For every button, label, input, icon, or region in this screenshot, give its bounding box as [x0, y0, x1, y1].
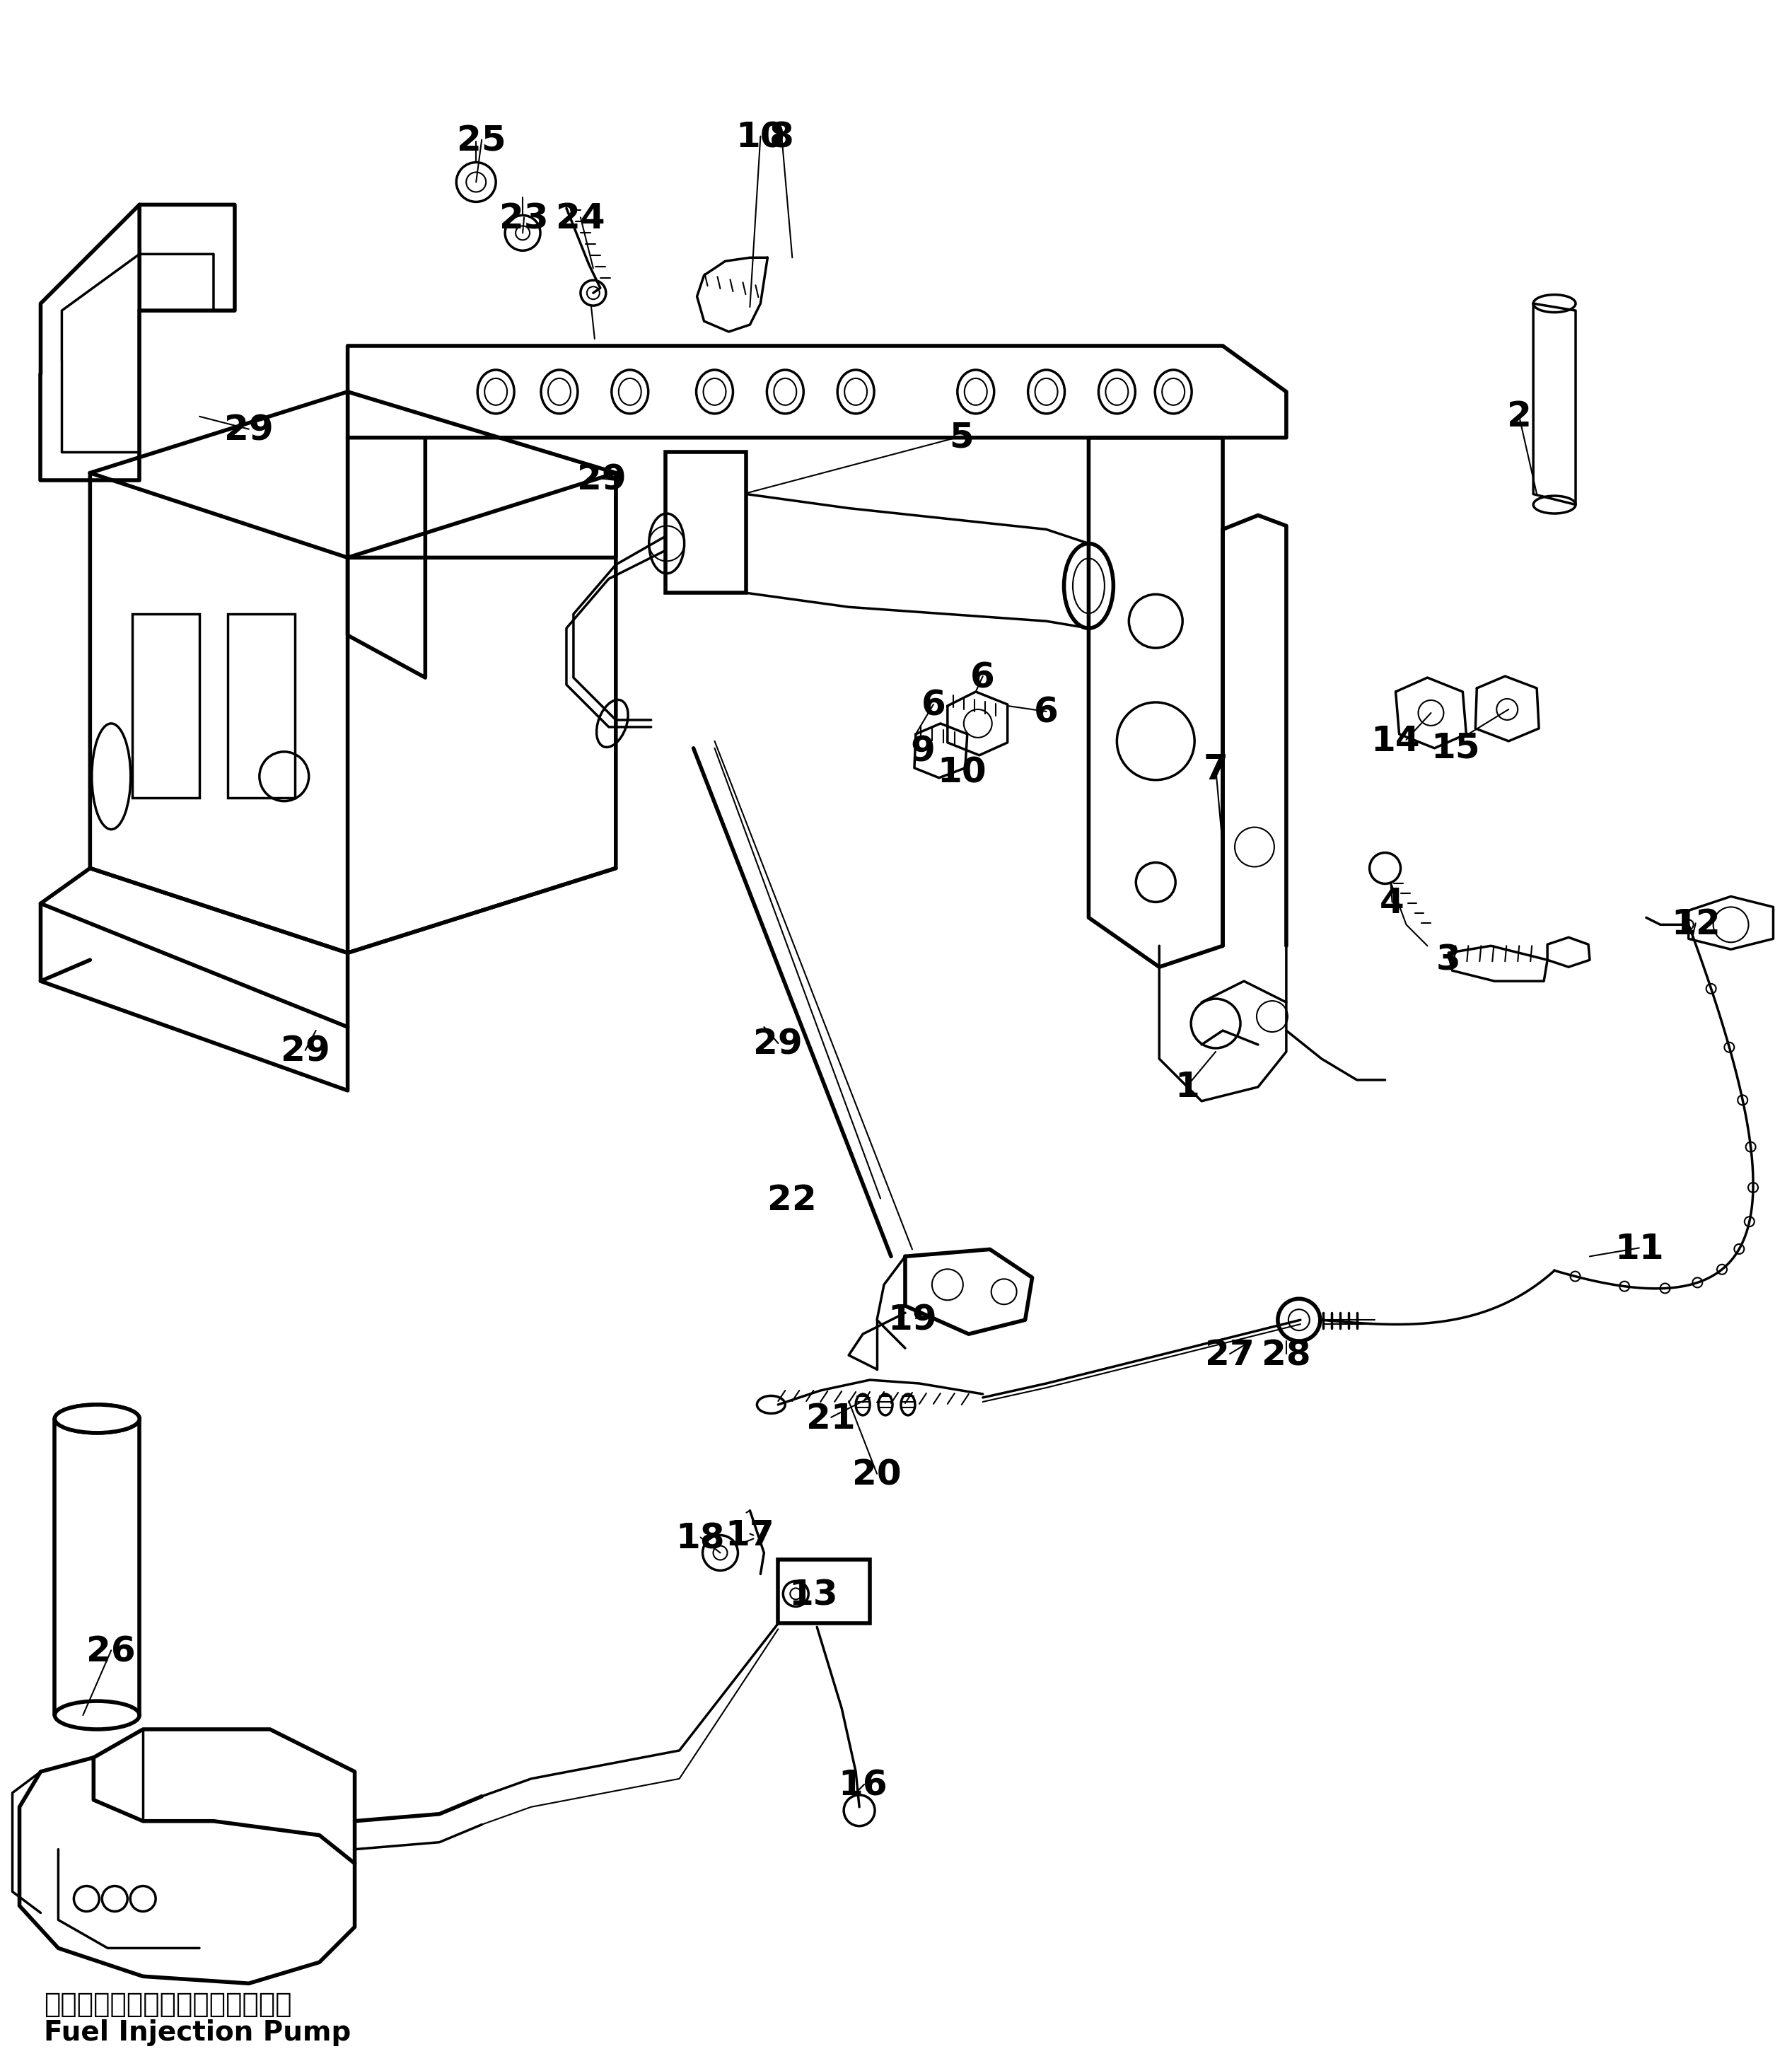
Bar — [133, 615, 199, 797]
Text: 15: 15 — [1432, 731, 1480, 764]
Text: 10: 10 — [937, 756, 986, 789]
Text: 7: 7 — [1204, 752, 1228, 787]
Text: 21: 21 — [806, 1402, 857, 1436]
Text: 9: 9 — [910, 736, 935, 768]
Text: 17: 17 — [726, 1518, 774, 1553]
Bar — [665, 451, 747, 592]
Text: 24: 24 — [556, 203, 606, 236]
Text: 10: 10 — [737, 121, 785, 154]
Text: 29: 29 — [281, 1035, 330, 1070]
Text: 13: 13 — [788, 1578, 839, 1613]
Text: 6: 6 — [921, 688, 946, 723]
Text: 22: 22 — [767, 1182, 817, 1217]
Text: 29: 29 — [224, 414, 274, 447]
Text: 5: 5 — [950, 420, 973, 455]
Text: 12: 12 — [1670, 908, 1720, 943]
Text: 11: 11 — [1615, 1231, 1663, 1266]
Text: 19: 19 — [887, 1303, 937, 1336]
Text: 6: 6 — [1034, 697, 1059, 729]
Text: フェエルインジェクションポンプ: フェエルインジェクションポンプ — [45, 1992, 292, 2018]
Text: 16: 16 — [839, 1768, 887, 1803]
Text: 25: 25 — [457, 125, 507, 158]
Text: 23: 23 — [500, 203, 548, 236]
Text: Fuel Injection Pump: Fuel Injection Pump — [45, 2020, 351, 2047]
Text: 29: 29 — [577, 463, 627, 498]
Text: 4: 4 — [1380, 887, 1405, 920]
Text: 28: 28 — [1262, 1338, 1312, 1373]
Bar — [228, 615, 294, 797]
Ellipse shape — [56, 1406, 140, 1432]
Text: 8: 8 — [769, 121, 794, 154]
Text: 26: 26 — [86, 1635, 136, 1668]
Text: 18: 18 — [676, 1522, 726, 1555]
Text: 3: 3 — [1437, 943, 1460, 977]
Text: 29: 29 — [753, 1029, 803, 1061]
Bar — [778, 1559, 869, 1623]
Text: 6: 6 — [971, 660, 995, 695]
Text: 14: 14 — [1371, 723, 1421, 758]
Text: 2: 2 — [1507, 400, 1532, 434]
Text: 20: 20 — [853, 1459, 901, 1492]
Ellipse shape — [56, 1406, 140, 1432]
Text: 1: 1 — [1176, 1070, 1201, 1104]
Text: 27: 27 — [1206, 1338, 1254, 1373]
